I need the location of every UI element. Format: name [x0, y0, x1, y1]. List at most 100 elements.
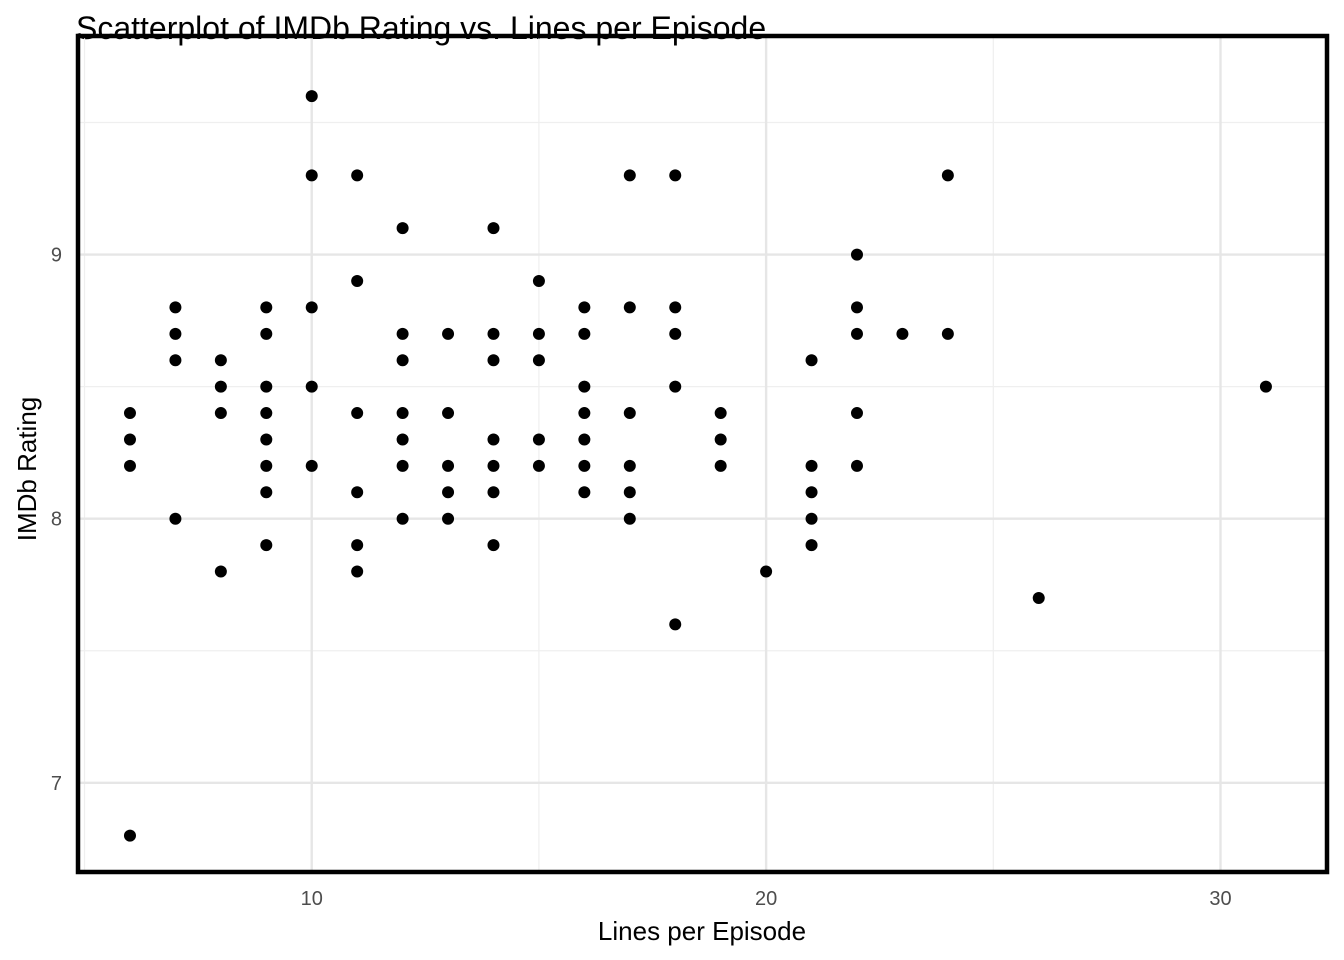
data-point — [669, 301, 682, 314]
x-axis-title: Lines per Episode — [598, 916, 806, 946]
data-point — [260, 327, 273, 340]
x-tick-label: 30 — [1209, 888, 1231, 910]
data-point — [169, 354, 182, 367]
data-point — [623, 459, 636, 472]
y-axis-title: IMDb Rating — [12, 397, 42, 542]
plot-panel-border — [75, 33, 1330, 875]
chart-title: Scatterplot of IMDb Rating vs. Lines per… — [76, 10, 766, 46]
data-point — [442, 327, 455, 340]
data-point — [623, 169, 636, 182]
data-point — [850, 407, 863, 420]
data-point — [941, 169, 954, 182]
data-point — [351, 565, 364, 578]
data-point — [532, 274, 545, 287]
data-point — [214, 354, 227, 367]
data-point — [305, 301, 318, 314]
data-point — [805, 459, 818, 472]
y-tick-label: 9 — [51, 245, 62, 267]
data-point — [123, 459, 136, 472]
data-point — [351, 486, 364, 499]
data-point — [487, 354, 500, 367]
data-point — [487, 539, 500, 552]
data-point — [260, 486, 273, 499]
data-point — [760, 565, 773, 578]
data-point — [532, 433, 545, 446]
data-point — [714, 407, 727, 420]
data-point — [305, 380, 318, 393]
data-point — [714, 459, 727, 472]
data-point — [214, 565, 227, 578]
data-point — [123, 829, 136, 842]
data-point — [487, 459, 500, 472]
data-point — [578, 301, 591, 314]
data-point — [396, 512, 409, 525]
data-point — [578, 327, 591, 340]
data-point — [532, 459, 545, 472]
data-point — [669, 380, 682, 393]
data-point — [396, 407, 409, 420]
data-point — [169, 512, 182, 525]
data-point — [260, 539, 273, 552]
data-point — [532, 354, 545, 367]
data-point — [396, 433, 409, 446]
data-point — [396, 222, 409, 235]
data-point — [896, 327, 909, 340]
y-axis-ticks: 7 8 9 — [51, 245, 62, 795]
data-point — [169, 301, 182, 314]
data-point — [442, 512, 455, 525]
data-point — [578, 380, 591, 393]
data-point — [669, 618, 682, 631]
data-point — [805, 539, 818, 552]
data-point — [351, 539, 364, 552]
data-point — [669, 327, 682, 340]
data-point — [123, 433, 136, 446]
x-tick-label: 10 — [301, 888, 323, 910]
data-point — [214, 380, 227, 393]
data-point — [260, 433, 273, 446]
data-point — [214, 407, 227, 420]
x-axis-ticks: 10 20 30 — [301, 888, 1232, 910]
data-point — [578, 486, 591, 499]
data-point — [805, 512, 818, 525]
data-point — [578, 433, 591, 446]
data-point — [805, 354, 818, 367]
data-point — [1259, 380, 1272, 393]
data-point — [623, 407, 636, 420]
data-point — [442, 459, 455, 472]
data-point — [850, 301, 863, 314]
y-tick-label: 7 — [51, 773, 62, 795]
data-point — [351, 274, 364, 287]
data-point — [487, 486, 500, 499]
data-point — [532, 327, 545, 340]
data-points — [123, 90, 1272, 842]
data-point — [260, 380, 273, 393]
data-point — [396, 459, 409, 472]
data-point — [305, 459, 318, 472]
data-point — [351, 169, 364, 182]
data-point — [805, 486, 818, 499]
data-point — [487, 222, 500, 235]
data-point — [305, 169, 318, 182]
data-point — [623, 301, 636, 314]
data-point — [169, 327, 182, 340]
data-point — [578, 407, 591, 420]
data-point — [260, 407, 273, 420]
x-tick-label: 20 — [755, 888, 777, 910]
y-tick-label: 8 — [51, 509, 62, 531]
data-point — [260, 301, 273, 314]
data-point — [351, 407, 364, 420]
data-point — [714, 433, 727, 446]
gridlines — [80, 38, 1325, 870]
data-point — [578, 459, 591, 472]
data-point — [850, 327, 863, 340]
data-point — [850, 248, 863, 261]
data-point — [396, 327, 409, 340]
data-point — [442, 407, 455, 420]
data-point — [623, 486, 636, 499]
data-point — [442, 486, 455, 499]
data-point — [305, 90, 318, 103]
data-point — [260, 459, 273, 472]
data-point — [487, 433, 500, 446]
data-point — [487, 327, 500, 340]
data-point — [396, 354, 409, 367]
